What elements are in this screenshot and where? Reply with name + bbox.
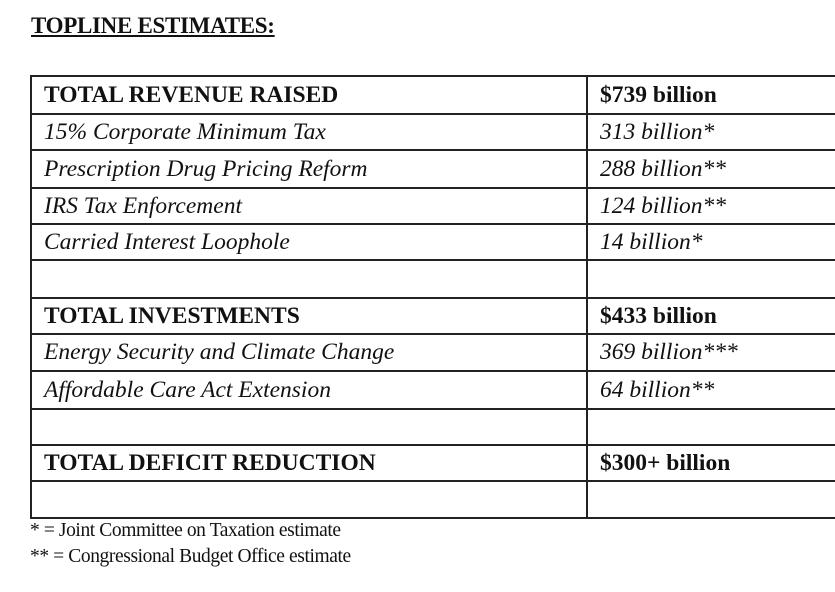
row-value: 64 billion**	[586, 370, 835, 410]
row-value: $300+ billion	[586, 444, 835, 482]
row-value	[586, 408, 835, 446]
row-label: TOTAL INVESTMENTS	[30, 297, 588, 335]
row-value: 313 billion*	[586, 113, 835, 151]
row-label: IRS Tax Enforcement	[30, 187, 588, 225]
row-value	[586, 259, 835, 299]
table-row: Prescription Drug Pricing Reform 288 bill…	[30, 149, 835, 189]
row-label: Prescription Drug Pricing Reform	[30, 149, 588, 189]
total-row: TOTAL DEFICIT REDUCTION $300+ billion	[30, 444, 835, 482]
topline-estimates-table: TOTAL REVENUE RAISED $739 billion 15% Corp…	[30, 75, 835, 519]
row-value: 369 billion***	[586, 333, 835, 372]
table-row: IRS Tax Enforcement 124 billion**	[30, 187, 835, 225]
row-label	[30, 259, 588, 299]
table-row: Carried Interest Loophole 14 billion*	[30, 223, 835, 261]
row-label: Energy Security and Climate Change	[30, 333, 588, 372]
table-row: Affordable Care Act Extension 64 billion*…	[30, 370, 835, 410]
row-value: 124 billion**	[586, 187, 835, 225]
row-label: Affordable Care Act Extension	[30, 370, 588, 410]
table-row: Energy Security and Climate Change 369 bi…	[30, 333, 835, 372]
empty-row	[30, 480, 835, 519]
empty-row	[30, 259, 835, 299]
row-label: TOTAL REVENUE RAISED	[30, 75, 588, 115]
row-value	[586, 480, 835, 519]
table-row: 15% Corporate Minimum Tax 313 billion*	[30, 113, 835, 151]
empty-row	[30, 408, 835, 446]
row-label: TOTAL DEFICIT REDUCTION	[30, 444, 588, 482]
document-title: TOPLINE ESTIMATES:	[31, 13, 275, 38]
footnote-cbo: ** = Congressional Budget Office estimat…	[30, 546, 351, 567]
row-value: $433 billion	[586, 297, 835, 335]
row-label: 15% Corporate Minimum Tax	[30, 113, 588, 151]
total-row: TOTAL REVENUE RAISED $739 billion	[30, 75, 835, 115]
row-label	[30, 480, 588, 519]
row-label	[30, 408, 588, 446]
row-value: 288 billion**	[586, 149, 835, 189]
footnote-jct: * = Joint Committee on Taxation estimate	[30, 520, 341, 541]
row-value: 14 billion*	[586, 223, 835, 261]
row-value: $739 billion	[586, 75, 835, 115]
total-row: TOTAL INVESTMENTS $433 billion	[30, 297, 835, 335]
row-label: Carried Interest Loophole	[30, 223, 588, 261]
